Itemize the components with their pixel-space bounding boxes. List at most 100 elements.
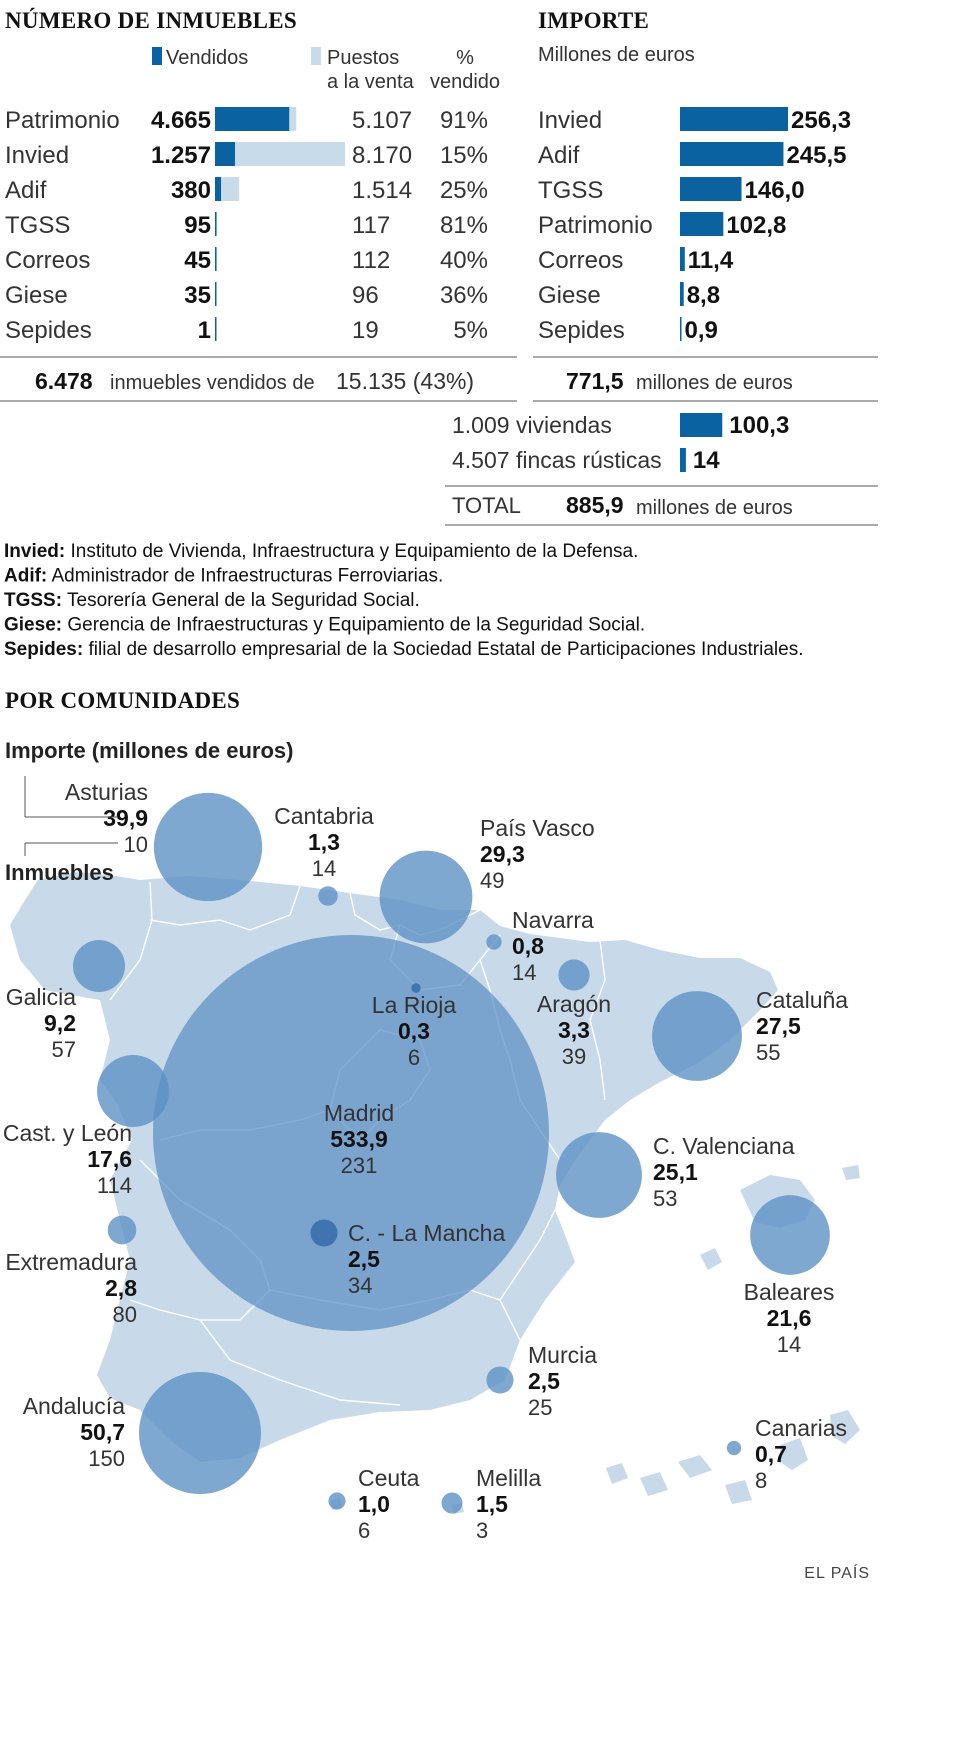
onsale-value-label: 8.170	[352, 142, 412, 169]
importe-bar	[680, 212, 724, 236]
region-bubble	[153, 935, 549, 1331]
region-name-label: La Rioja	[372, 992, 457, 1018]
region-name-label: Cataluña	[756, 987, 848, 1013]
sold-value-label: 380	[171, 177, 211, 204]
region-value-label: 25,1	[653, 1159, 698, 1185]
total-text: millones de euros	[636, 497, 793, 519]
region-value-label: 39,9	[103, 805, 148, 831]
extra-bar-chart: 1.009 viviendas 100,3 4.507 fincas rústica…	[452, 412, 789, 474]
left-total-value: 6.478	[35, 368, 93, 394]
canary-islands	[606, 1410, 860, 1504]
glossary-entry: TGSS: Tesorería General de la Seguridad …	[4, 590, 420, 611]
glossary: Invied: Instituto de Vivienda, Infraestr…	[4, 541, 803, 660]
region-bubble	[411, 983, 421, 993]
sold-value-label: 35	[184, 282, 211, 309]
region-value-label: 533,9	[330, 1126, 388, 1152]
glossary-entry: Adif: Administrador de Infraestructuras …	[4, 566, 443, 587]
region-count-label: 6	[358, 1518, 370, 1543]
region-value-label: 2,8	[105, 1275, 137, 1301]
sold-value-label: 45	[184, 247, 211, 274]
onsale-value-label: 112	[352, 247, 390, 274]
left-category-label: Adif	[5, 177, 47, 204]
legend-sold-label: Vendidos	[166, 47, 248, 69]
left-category-label: Invied	[5, 142, 69, 169]
region-bubble	[486, 1366, 514, 1394]
region-count-label: 14	[512, 960, 536, 985]
region-name-label: Murcia	[528, 1342, 597, 1368]
region-name-label: Navarra	[512, 907, 594, 933]
region-count-label: 150	[88, 1446, 125, 1471]
region-count-label: 114	[97, 1173, 132, 1198]
onsale-value-label: 5.107	[352, 107, 412, 134]
region-name-label: Cast. y León	[3, 1120, 132, 1146]
extra-value-label: 14	[693, 447, 720, 474]
pct-sold-label: 15%	[440, 142, 488, 169]
pct-sold-label: 5%	[453, 317, 488, 344]
right-total-value: 771,5	[566, 368, 624, 394]
region-bubble	[652, 991, 742, 1081]
region-value-label: 1,0	[358, 1491, 390, 1517]
credit: EL PAÍS	[804, 1563, 870, 1582]
importe-bar	[680, 282, 684, 306]
right-panel-title: IMPORTE	[538, 8, 649, 33]
sold-value-label: 1.257	[151, 142, 211, 169]
region-bubble	[310, 1219, 338, 1247]
glossary-entry: Invied: Instituto de Vivienda, Infraestr…	[4, 541, 638, 562]
region-bubble	[750, 1195, 830, 1275]
region-count-label: 53	[653, 1186, 677, 1211]
region-value-label: 50,7	[80, 1419, 125, 1445]
region-bubble	[486, 934, 502, 950]
right-panel-subtitle: Millones de euros	[538, 44, 695, 66]
region-count-label: 6	[408, 1045, 420, 1070]
region-count-label: 3	[476, 1518, 488, 1543]
right-bar-chart: Invied 256,3 Adif 245,5 TGSS 146,0 Patrimonio 1…	[538, 107, 851, 344]
sold-bar	[215, 317, 217, 341]
pct-sold-label: 91%	[440, 107, 488, 134]
left-panel-title: NÚMERO DE INMUEBLES	[5, 8, 297, 33]
region-value-label: 2,5	[348, 1246, 380, 1272]
sold-value-label: 4.665	[151, 107, 211, 134]
extra-value-label: 100,3	[729, 412, 789, 439]
importe-value-label: 11,4	[688, 247, 734, 274]
region-bubble	[138, 1371, 262, 1495]
right-category-label: Patrimonio	[538, 212, 653, 239]
extra-bar	[680, 413, 723, 437]
region-name-label: Aragón	[537, 991, 611, 1017]
region-name-label: Extremadura	[5, 1249, 137, 1275]
importe-value-label: 146,0	[745, 177, 805, 204]
importe-value-label: 256,3	[791, 107, 851, 134]
region-bubble	[73, 940, 125, 992]
region-value-label: 3,3	[558, 1017, 590, 1043]
map-legend-title: Importe (millones de euros)	[5, 738, 294, 763]
sold-bar	[215, 177, 222, 201]
region-value-label: 21,6	[767, 1305, 812, 1331]
region-name-label: Melilla	[476, 1465, 541, 1491]
region-name-label: Andalucía	[23, 1393, 126, 1419]
left-total-rest: 15.135 (43%)	[336, 368, 474, 394]
left-category-label: Sepides	[5, 317, 92, 344]
region-bubble	[107, 1215, 137, 1245]
region-bubble	[556, 1132, 642, 1218]
region-name-label: Cantabria	[274, 803, 374, 829]
legend-onsale-label-2: a la venta	[327, 71, 415, 93]
onsale-value-label: 117	[352, 212, 390, 239]
region-count-label: 80	[113, 1302, 137, 1327]
region-name-label: Canarias	[755, 1415, 847, 1441]
pct-sold-label: 25%	[440, 177, 488, 204]
region-bubble	[441, 1492, 463, 1514]
region-count-label: 8	[755, 1468, 767, 1493]
region-count-label: 39	[562, 1044, 586, 1069]
right-category-label: Giese	[538, 282, 601, 309]
right-category-label: Adif	[538, 142, 580, 169]
importe-bar	[680, 317, 682, 341]
region-value-label: 29,3	[480, 841, 525, 867]
region-count-label: 25	[528, 1395, 552, 1420]
left-total-text: inmuebles vendidos de	[110, 372, 315, 394]
region-value-label: 27,5	[756, 1013, 801, 1039]
region-bubble	[558, 959, 590, 991]
onsale-value-label: 96	[352, 282, 379, 309]
sold-bar	[215, 247, 217, 271]
region-name-label: País Vasco	[480, 815, 595, 841]
left-category-label: Patrimonio	[5, 107, 120, 134]
sold-bar	[215, 212, 217, 236]
